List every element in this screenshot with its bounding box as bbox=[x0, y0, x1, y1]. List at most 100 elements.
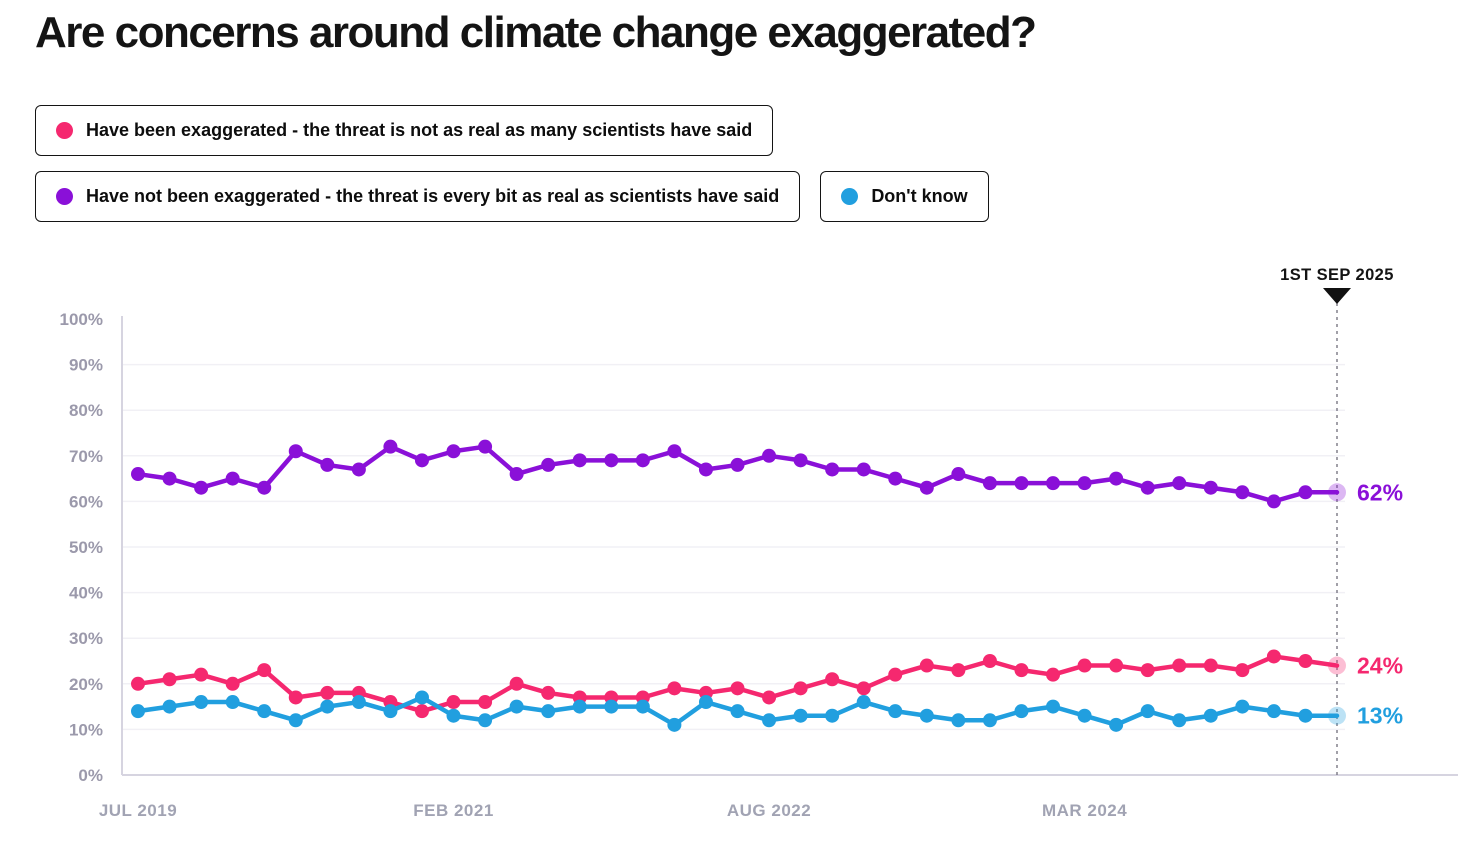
legend-row-1: Have been exaggerated - the threat is no… bbox=[35, 105, 989, 156]
series-line-have-not-been-exaggerated bbox=[135, 444, 1340, 504]
data-point-dont-know bbox=[698, 695, 713, 710]
data-point-have-been-exaggerated bbox=[888, 667, 903, 682]
data-point-dont-know bbox=[856, 695, 871, 710]
end-value-label-have-not-been-exaggerated: 62% bbox=[1357, 479, 1403, 505]
purple-series-dot-icon bbox=[56, 188, 73, 205]
pink-series-dot-icon bbox=[56, 122, 73, 139]
legend-label: Don't know bbox=[871, 186, 968, 206]
data-point-have-been-exaggerated bbox=[131, 676, 145, 691]
data-point-dont-know bbox=[1046, 699, 1061, 714]
data-point-dont-know bbox=[1077, 708, 1092, 723]
data-point-have-not-been-exaggerated bbox=[320, 457, 335, 472]
data-point-have-not-been-exaggerated bbox=[1298, 485, 1313, 500]
data-point-have-been-exaggerated bbox=[1077, 658, 1092, 673]
data-point-have-not-been-exaggerated bbox=[572, 453, 587, 468]
y-axis-tick-label: 70% bbox=[69, 447, 103, 466]
x-axis-tick-label: JUL 2019 bbox=[99, 801, 177, 820]
data-point-have-not-been-exaggerated bbox=[698, 462, 713, 477]
data-point-have-not-been-exaggerated bbox=[225, 471, 240, 486]
data-point-dont-know bbox=[288, 713, 303, 728]
data-point-dont-know bbox=[446, 708, 461, 723]
data-point-have-not-been-exaggerated bbox=[1014, 476, 1029, 491]
y-axis-tick-label: 20% bbox=[69, 675, 103, 694]
data-point-dont-know bbox=[982, 713, 997, 728]
data-point-dont-know bbox=[541, 704, 556, 719]
data-point-have-not-been-exaggerated bbox=[762, 448, 777, 463]
data-point-have-been-exaggerated bbox=[951, 663, 966, 678]
data-point-dont-know bbox=[383, 704, 398, 719]
blue-series-dot-icon bbox=[841, 188, 859, 205]
data-point-have-not-been-exaggerated bbox=[414, 453, 429, 468]
legend-row-2: Have not been exaggerated - the threat i… bbox=[35, 171, 989, 222]
y-axis-tick-label: 50% bbox=[69, 538, 103, 557]
data-point-have-not-been-exaggerated bbox=[1266, 494, 1281, 509]
data-point-have-been-exaggerated bbox=[1140, 663, 1155, 678]
triangle-marker-icon bbox=[1323, 288, 1351, 304]
data-point-dont-know bbox=[825, 708, 840, 723]
data-point-have-not-been-exaggerated bbox=[194, 480, 209, 495]
data-point-dont-know bbox=[1109, 717, 1124, 732]
data-point-dont-know bbox=[1140, 704, 1155, 719]
data-point-dont-know bbox=[793, 708, 808, 723]
data-point-have-not-been-exaggerated bbox=[888, 471, 903, 486]
x-axis-tick-label: MAR 2024 bbox=[1042, 801, 1127, 820]
current-point-dont-know bbox=[1328, 706, 1346, 725]
data-point-have-been-exaggerated bbox=[793, 681, 808, 696]
data-point-have-not-been-exaggerated bbox=[982, 476, 997, 491]
data-point-have-not-been-exaggerated bbox=[288, 444, 303, 459]
data-point-have-not-been-exaggerated bbox=[383, 439, 398, 454]
legend-label: Have not been exaggerated - the threat i… bbox=[86, 186, 780, 206]
y-axis-tick-label: 80% bbox=[69, 401, 103, 420]
data-point-dont-know bbox=[1298, 708, 1313, 723]
data-point-have-been-exaggerated bbox=[257, 663, 272, 678]
end-value-label-dont-know: 13% bbox=[1357, 703, 1403, 729]
data-point-have-been-exaggerated bbox=[414, 704, 429, 719]
y-axis-tick-label: 0% bbox=[78, 766, 103, 785]
data-point-have-not-been-exaggerated bbox=[604, 453, 619, 468]
data-point-have-not-been-exaggerated bbox=[1109, 471, 1124, 486]
legend-item-have-not-been-exaggerated[interactable]: Have not been exaggerated - the threat i… bbox=[35, 171, 801, 222]
data-point-have-been-exaggerated bbox=[982, 654, 997, 668]
data-point-dont-know bbox=[730, 704, 745, 719]
data-point-dont-know bbox=[1235, 699, 1250, 714]
data-point-have-been-exaggerated bbox=[541, 685, 556, 700]
data-point-have-been-exaggerated bbox=[1109, 658, 1124, 673]
data-point-dont-know bbox=[604, 699, 619, 714]
data-point-have-not-been-exaggerated bbox=[1077, 476, 1092, 491]
data-point-have-been-exaggerated bbox=[1235, 663, 1250, 678]
data-point-have-been-exaggerated bbox=[225, 676, 240, 691]
data-point-have-been-exaggerated bbox=[762, 690, 777, 705]
data-point-have-not-been-exaggerated bbox=[351, 462, 366, 477]
current-point-have-been-exaggerated bbox=[1328, 656, 1346, 675]
data-point-dont-know bbox=[1266, 704, 1281, 719]
legend-item-dont-know[interactable]: Don't know bbox=[820, 171, 989, 222]
data-point-have-been-exaggerated bbox=[320, 685, 335, 700]
legend-item-have-been-exaggerated[interactable]: Have been exaggerated - the threat is no… bbox=[35, 105, 774, 156]
y-axis-tick-label: 40% bbox=[69, 584, 103, 603]
data-point-have-been-exaggerated bbox=[730, 681, 745, 696]
data-point-have-not-been-exaggerated bbox=[1235, 485, 1250, 500]
data-point-dont-know bbox=[888, 704, 903, 719]
data-point-have-been-exaggerated bbox=[1046, 667, 1061, 682]
data-point-have-not-been-exaggerated bbox=[131, 467, 145, 482]
data-point-have-been-exaggerated bbox=[1014, 663, 1029, 678]
page-title: Are concerns around climate change exagg… bbox=[35, 8, 1037, 57]
y-axis-tick-label: 10% bbox=[69, 720, 103, 739]
data-point-have-been-exaggerated bbox=[825, 672, 840, 687]
data-point-have-not-been-exaggerated bbox=[825, 462, 840, 477]
data-point-dont-know bbox=[919, 708, 934, 723]
data-point-have-been-exaggerated bbox=[162, 672, 177, 687]
data-point-have-not-been-exaggerated bbox=[446, 444, 461, 459]
x-axis-tick-label: AUG 2022 bbox=[727, 801, 811, 820]
data-point-have-not-been-exaggerated bbox=[1172, 476, 1187, 491]
data-point-have-not-been-exaggerated bbox=[730, 457, 745, 472]
data-point-dont-know bbox=[351, 695, 366, 710]
data-point-have-been-exaggerated bbox=[1266, 649, 1281, 664]
data-point-dont-know bbox=[320, 699, 335, 714]
data-point-dont-know bbox=[667, 717, 682, 732]
data-point-have-been-exaggerated bbox=[1172, 658, 1187, 673]
data-point-dont-know bbox=[572, 699, 587, 714]
data-point-have-been-exaggerated bbox=[478, 695, 493, 710]
